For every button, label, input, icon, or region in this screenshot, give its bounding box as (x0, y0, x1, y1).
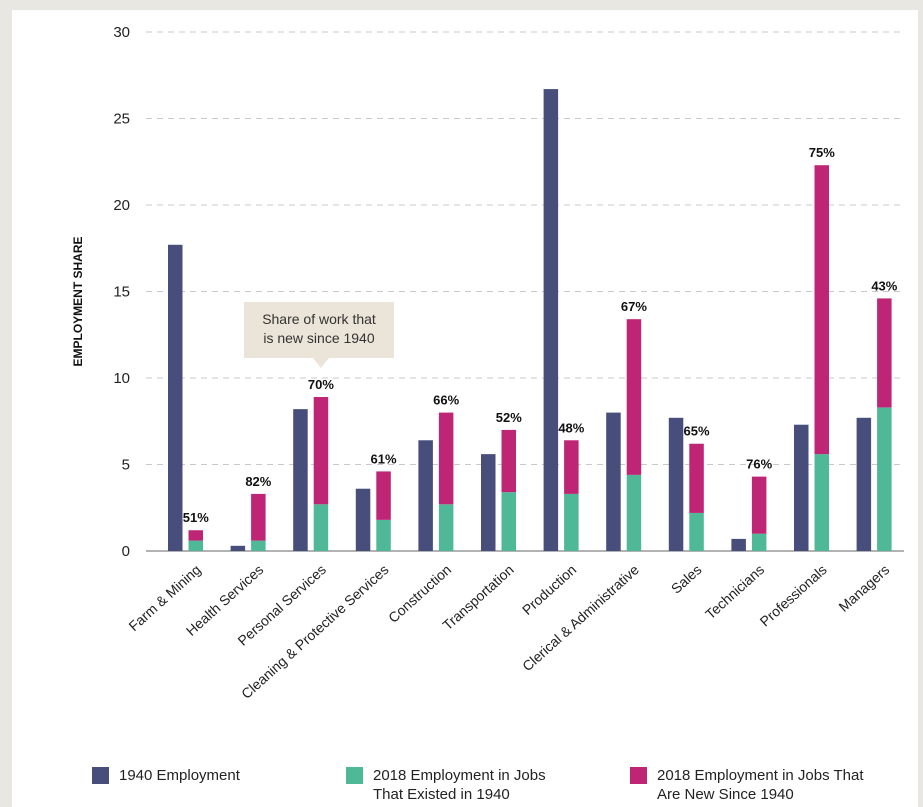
y-tick-label: 5 (122, 457, 130, 474)
callout-text-line: Share of work that (262, 311, 376, 327)
bar-2018-new-sales (689, 443, 704, 513)
pct-label-health-services: 82% (245, 474, 271, 489)
legend-swatch-2018-new (630, 767, 647, 784)
x-tick-label-technicians: Technicians (702, 561, 767, 622)
y-tick-label: 10 (113, 370, 130, 387)
bar-2018-existing-cleaning-protective-services (376, 519, 391, 551)
bar-1940-cleaning-protective-services (355, 488, 371, 551)
bar-2018-existing-clerical-administrative (626, 474, 642, 551)
bar-2018-new-production (564, 440, 579, 494)
x-tick-label-managers: Managers (835, 561, 892, 615)
bar-2018-existing-technicians (751, 533, 767, 551)
bar-1940-professionals (794, 424, 809, 551)
bar-2018-existing-managers (877, 407, 892, 551)
legend-swatch-2018-existing (346, 767, 363, 784)
bar-1940-construction (418, 440, 433, 551)
bar-2018-existing-farm-mining (188, 540, 203, 551)
bar-2018-new-construction (438, 412, 454, 505)
x-tick-label-professionals: Professionals (757, 561, 830, 629)
bar-1940-personal-services (293, 409, 308, 551)
pct-label-technicians: 76% (746, 457, 772, 472)
bar-1940-clerical-administrative (606, 412, 621, 551)
bar-2018-new-farm-mining (188, 530, 203, 541)
bar-2018-existing-sales (689, 512, 704, 551)
bar-2018-existing-professionals (814, 454, 829, 551)
legend-label-1940: 1940 Employment (119, 767, 240, 784)
chart-card: 0 5 10 15 20 25 30 EMPLOYMENT SHARE 51% Farm & Mi… (12, 10, 918, 807)
bar-2018-new-clerical-administrative (626, 319, 642, 475)
bar-2018-existing-personal-services (313, 504, 329, 551)
bar-1940-transportation (481, 454, 496, 551)
legend-item-1940: 1940 Employment (92, 766, 240, 785)
x-tick-label-sales: Sales (668, 561, 705, 596)
y-axis-title: EMPLOYMENT SHARE (71, 236, 85, 366)
bar-2018-new-health-services (251, 493, 266, 541)
legend-item-2018-existing: 2018 Employment in Jobs That Existed in … (346, 766, 546, 804)
pct-label-managers: 43% (871, 278, 897, 293)
pct-label-professionals: 75% (809, 145, 835, 160)
bar-1940-farm-mining (168, 244, 183, 552)
legend-label-2018-new: 2018 Employment in Jobs That Are New Sin… (657, 767, 864, 803)
bar-1940-technicians (731, 538, 746, 551)
bar-2018-new-cleaning-protective-services (376, 471, 391, 520)
bar-2018-new-managers (877, 298, 892, 408)
y-tick-label: 0 (122, 543, 130, 560)
bar-2018-new-professionals (814, 165, 829, 455)
bar-2018-existing-health-services (251, 540, 266, 551)
y-tick-label: 15 (113, 284, 130, 301)
legend-item-2018-new: 2018 Employment in Jobs That Are New Sin… (630, 766, 864, 804)
callout-text-line: is new since 1940 (263, 330, 375, 346)
callout-box (244, 302, 394, 358)
pct-label-construction: 66% (433, 393, 459, 408)
bar-2018-existing-production (564, 493, 579, 551)
pct-label-cleaning-protective-services: 61% (371, 451, 397, 466)
pct-label-sales: 65% (684, 424, 710, 439)
y-tick-label: 25 (113, 111, 130, 128)
pct-label-transportation: 52% (496, 410, 522, 425)
bar-2018-existing-transportation (501, 492, 516, 551)
pct-label-production: 48% (558, 420, 584, 435)
bar-2018-new-technicians (751, 476, 767, 534)
pct-label-farm-mining: 51% (183, 510, 209, 525)
bar-1940-production (543, 89, 559, 551)
pct-label-personal-services: 70% (308, 377, 334, 392)
legend-label-2018-existing: 2018 Employment in Jobs That Existed in … (373, 767, 546, 803)
pct-label-clerical-administrative: 67% (621, 299, 647, 314)
y-tick-label: 30 (113, 24, 130, 41)
bar-1940-managers (856, 417, 872, 551)
callout-text: Share of work that is new since 1940 (262, 311, 376, 346)
bar-2018-existing-construction (438, 504, 454, 551)
bar-2018-new-transportation (501, 429, 516, 493)
x-tick-label-production: Production (519, 561, 579, 618)
bar-2018-new-personal-services (313, 397, 329, 505)
bar-1940-health-services (230, 545, 246, 551)
callout-pointer (312, 358, 329, 368)
bar-1940-sales (668, 417, 684, 551)
x-tick-label-clerical-administrative: Clerical & Administrative (519, 561, 642, 674)
legend-swatch-1940 (92, 767, 109, 784)
y-tick-label: 20 (113, 197, 130, 214)
